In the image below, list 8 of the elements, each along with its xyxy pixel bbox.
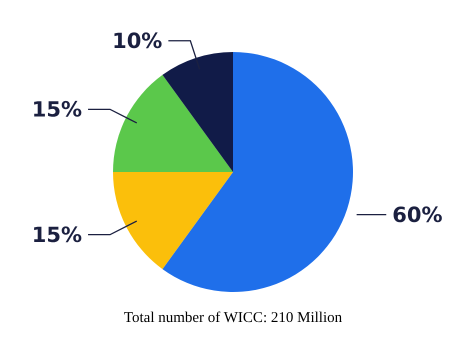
pie-slice (162, 52, 353, 292)
data-label: 15% (32, 98, 82, 122)
text: Total number of WICC: 210 Million (124, 310, 343, 326)
pie-slice (113, 172, 233, 270)
data-label: 15% (32, 223, 82, 247)
data-label: 60% (392, 202, 443, 227)
data-label: 10% (112, 29, 162, 54)
pie-slice (113, 74, 233, 172)
